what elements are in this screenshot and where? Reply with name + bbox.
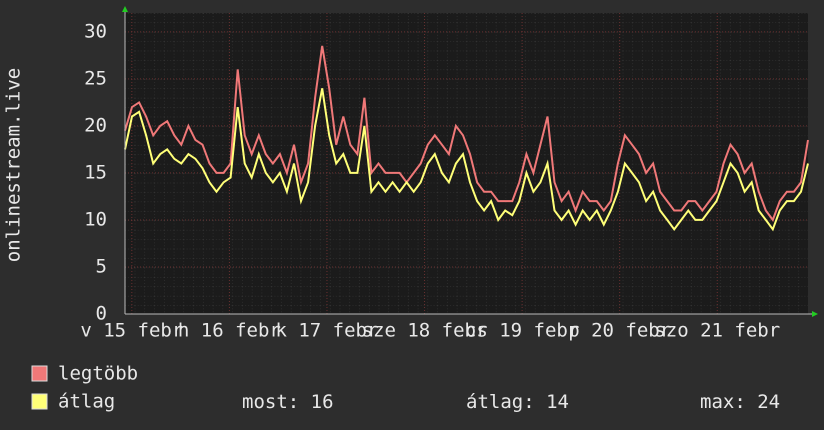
y-tick-label: 20 [84,114,107,136]
stat-value: 16 [311,391,334,413]
x-tick-label: k 17 febr [275,320,378,342]
series-line [124,45,809,222]
plot [124,13,809,315]
x-tick-label: v 15 febr [80,320,183,342]
y-tick-label: 30 [84,20,107,42]
x-tick-label: szo 21 febr [654,320,780,342]
y-tick-label: 10 [84,208,107,230]
stat: max: 24 [700,391,780,413]
x-arrow [812,311,818,317]
y-tick-label: 25 [84,67,107,89]
legend-swatch [31,365,48,382]
stat-label: most: [242,391,299,413]
stat: átlag: 14 [466,391,569,413]
x-tick-label: h 16 febr [178,320,281,342]
x-tick-label: cs 19 febr [465,320,579,342]
y-tick-label: 5 [96,255,107,277]
stat-value: 24 [757,391,780,413]
x-tick-label: p 20 febr [568,320,671,342]
stat-label: átlag: [466,391,535,413]
stat: most: 16 [242,391,334,413]
legend-swatch [31,393,48,410]
x-tick-label: sze 18 febr [362,320,488,342]
stat-value: 14 [546,391,569,413]
legend-label: átlag [58,391,115,413]
stat-label: max: [700,391,746,413]
legend-label: legtöbb [58,363,138,385]
fine-grid [125,13,808,314]
y-axis-label: onlinestream.live [3,68,25,262]
y-tick-label: 0 [96,303,107,325]
y-arrow [122,6,128,12]
y-tick-label: 15 [84,161,107,183]
series-line [124,88,809,232]
